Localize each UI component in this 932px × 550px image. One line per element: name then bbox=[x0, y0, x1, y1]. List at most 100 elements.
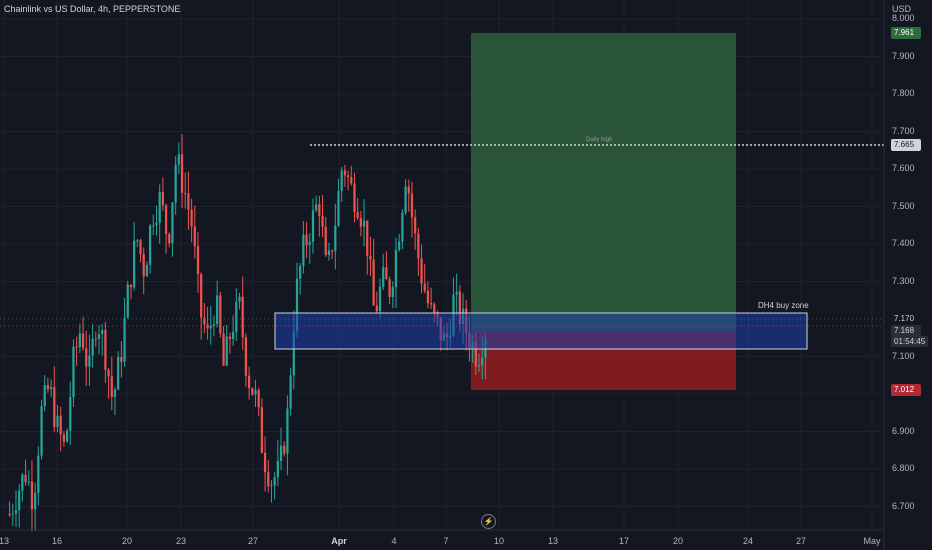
candle-body bbox=[206, 324, 209, 329]
candle-body bbox=[59, 415, 62, 435]
price-tick-label: 6.700 bbox=[892, 500, 915, 511]
candle-body bbox=[417, 233, 420, 259]
candle-body bbox=[263, 452, 267, 473]
current-price-tag: 7.168 bbox=[891, 325, 921, 336]
candle-body bbox=[37, 455, 40, 493]
candle-body bbox=[346, 175, 350, 178]
candle-body bbox=[21, 474, 24, 491]
candle-body bbox=[391, 287, 394, 297]
candle-body bbox=[238, 296, 241, 302]
candle-body bbox=[343, 170, 347, 176]
candle-body bbox=[225, 336, 228, 366]
candle-body bbox=[356, 211, 359, 218]
candle-body bbox=[139, 240, 142, 255]
candle-body bbox=[378, 286, 382, 312]
price-tick-label: 7.400 bbox=[892, 238, 915, 248]
time-tick-label: 10 bbox=[493, 536, 505, 546]
candle-body bbox=[40, 406, 43, 456]
candle-body bbox=[24, 474, 27, 483]
candle-body bbox=[311, 210, 315, 242]
candle-body bbox=[359, 217, 362, 227]
candle-body bbox=[113, 389, 117, 397]
price-tick-label: 7.600 bbox=[892, 163, 915, 173]
symbol-title[interactable]: Chainlink vs US Dollar, 4h, PEPPERSTONE bbox=[4, 4, 181, 14]
candle-body bbox=[414, 217, 417, 234]
candle-body bbox=[168, 233, 171, 244]
countdown-tag: 01:54:45 bbox=[891, 336, 928, 347]
candle-body bbox=[429, 303, 433, 305]
candle-body bbox=[254, 389, 257, 395]
candle-body bbox=[299, 265, 302, 279]
candle-body bbox=[85, 348, 88, 367]
candle-body bbox=[78, 333, 81, 348]
candle-body bbox=[283, 445, 286, 454]
target-price-tag: 7.961 bbox=[891, 27, 921, 39]
candle-body bbox=[164, 205, 168, 234]
candle-body bbox=[65, 430, 69, 442]
candle-body bbox=[260, 407, 263, 453]
candle-body bbox=[148, 225, 152, 265]
candle-body bbox=[318, 204, 321, 216]
candle-body bbox=[382, 267, 385, 287]
time-tick-label: 17 bbox=[618, 536, 630, 546]
candle-body bbox=[171, 202, 174, 244]
candle-body bbox=[216, 295, 219, 324]
candle-body bbox=[257, 389, 260, 408]
candle-body bbox=[142, 254, 145, 277]
candle-body bbox=[62, 434, 66, 442]
time-tick-label: 27 bbox=[247, 536, 259, 546]
price-tick-label: 7.100 bbox=[892, 350, 915, 361]
candle-body bbox=[75, 346, 78, 348]
candle-body bbox=[289, 375, 292, 409]
price-tick-label: 7.500 bbox=[892, 200, 915, 211]
time-tick-label: 4 bbox=[391, 536, 397, 546]
candle-body bbox=[458, 291, 461, 325]
candle-body bbox=[324, 226, 327, 255]
lightning-icon[interactable]: ⚡ bbox=[481, 514, 496, 529]
time-tick-label: 24 bbox=[742, 536, 754, 546]
buy-zone-label: DH4 buy zone bbox=[758, 301, 809, 310]
candle-body bbox=[410, 193, 414, 218]
buy-zone-box bbox=[274, 312, 808, 350]
candle-body bbox=[155, 222, 158, 226]
chart-grid bbox=[0, 0, 884, 530]
candle-body bbox=[385, 267, 388, 280]
candle-body bbox=[337, 191, 340, 226]
candle-body bbox=[120, 357, 123, 362]
candle-body bbox=[91, 338, 94, 356]
daily-high-label: Daily high bbox=[586, 137, 613, 143]
candle-body bbox=[72, 346, 75, 398]
candlestick-series bbox=[8, 134, 487, 532]
time-tick-label: 13 bbox=[547, 536, 559, 546]
price-tick-label: 6.900 bbox=[892, 425, 915, 436]
candle-body bbox=[423, 283, 426, 291]
candle-body bbox=[267, 472, 270, 487]
candle-body bbox=[212, 323, 216, 326]
candle-body bbox=[196, 246, 200, 275]
candle-body bbox=[117, 357, 120, 390]
candle-body bbox=[308, 241, 311, 246]
candle-body bbox=[184, 192, 187, 194]
time-tick-label: 27 bbox=[795, 536, 807, 546]
candle-body bbox=[331, 250, 334, 252]
candle-body bbox=[136, 240, 139, 242]
candle-body bbox=[46, 385, 50, 390]
candle-body bbox=[398, 241, 401, 250]
time-tick-label: 23 bbox=[175, 536, 187, 546]
candle-body bbox=[49, 386, 53, 390]
candle-body bbox=[11, 513, 14, 515]
candle-body bbox=[56, 415, 59, 427]
candle-body bbox=[158, 192, 161, 223]
candle-body bbox=[34, 492, 37, 510]
candle-body bbox=[30, 481, 34, 510]
candle-body bbox=[235, 301, 238, 332]
time-tick-label: 16 bbox=[51, 536, 63, 546]
candle-body bbox=[372, 259, 375, 306]
candle-body bbox=[474, 342, 477, 367]
candle-body bbox=[426, 290, 430, 304]
price-tick-label: 8.000 bbox=[892, 13, 915, 23]
candle-body bbox=[110, 376, 113, 397]
candle-body bbox=[107, 369, 110, 377]
candle-body bbox=[353, 183, 356, 212]
